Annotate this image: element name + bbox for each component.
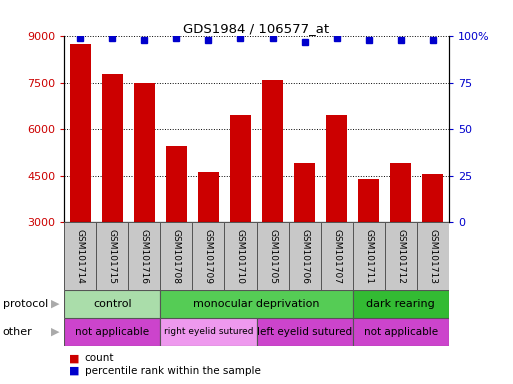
Text: control: control xyxy=(93,299,131,309)
Bar xyxy=(230,115,251,222)
Bar xyxy=(198,172,219,222)
Text: ■: ■ xyxy=(69,353,80,363)
Bar xyxy=(353,290,449,318)
Bar xyxy=(262,80,283,222)
Title: GDS1984 / 106577_at: GDS1984 / 106577_at xyxy=(184,22,329,35)
Bar xyxy=(160,318,256,346)
Bar xyxy=(64,222,96,290)
Text: GSM101713: GSM101713 xyxy=(428,228,438,284)
Text: GSM101714: GSM101714 xyxy=(75,229,85,283)
Bar xyxy=(256,318,353,346)
Text: ■: ■ xyxy=(69,366,80,376)
Bar xyxy=(160,222,192,290)
Text: GSM101710: GSM101710 xyxy=(236,228,245,284)
Text: monocular deprivation: monocular deprivation xyxy=(193,299,320,309)
Bar xyxy=(353,222,385,290)
Bar xyxy=(225,222,256,290)
Text: ▶: ▶ xyxy=(50,327,59,337)
Text: GSM101705: GSM101705 xyxy=(268,228,277,284)
Bar xyxy=(385,222,417,290)
Bar xyxy=(256,222,288,290)
Text: GSM101712: GSM101712 xyxy=(396,229,405,283)
Text: GSM101716: GSM101716 xyxy=(140,228,149,284)
Bar xyxy=(134,83,155,222)
Text: not applicable: not applicable xyxy=(75,327,149,337)
Bar xyxy=(64,290,160,318)
Bar xyxy=(160,290,353,318)
Bar xyxy=(288,222,321,290)
Bar xyxy=(70,44,91,222)
Text: ▶: ▶ xyxy=(50,299,59,309)
Bar xyxy=(417,222,449,290)
Text: count: count xyxy=(85,353,114,363)
Text: other: other xyxy=(3,327,32,337)
Bar xyxy=(294,163,315,222)
Text: GSM101707: GSM101707 xyxy=(332,228,341,284)
Text: GSM101711: GSM101711 xyxy=(364,228,373,284)
Bar xyxy=(358,179,379,222)
Text: GSM101708: GSM101708 xyxy=(172,228,181,284)
Text: GSM101715: GSM101715 xyxy=(108,228,117,284)
Bar xyxy=(390,163,411,222)
Bar xyxy=(321,222,353,290)
Bar xyxy=(166,146,187,222)
Text: percentile rank within the sample: percentile rank within the sample xyxy=(85,366,261,376)
Text: protocol: protocol xyxy=(3,299,48,309)
Text: right eyelid sutured: right eyelid sutured xyxy=(164,327,253,336)
Bar xyxy=(192,222,225,290)
Text: GSM101706: GSM101706 xyxy=(300,228,309,284)
Text: not applicable: not applicable xyxy=(364,327,438,337)
Text: dark rearing: dark rearing xyxy=(366,299,435,309)
Bar xyxy=(128,222,160,290)
Bar xyxy=(422,174,443,222)
Text: GSM101709: GSM101709 xyxy=(204,228,213,284)
Bar xyxy=(64,318,160,346)
Bar xyxy=(96,222,128,290)
Text: left eyelid sutured: left eyelid sutured xyxy=(257,327,352,337)
Bar xyxy=(102,74,123,222)
Bar xyxy=(353,318,449,346)
Bar xyxy=(326,115,347,222)
